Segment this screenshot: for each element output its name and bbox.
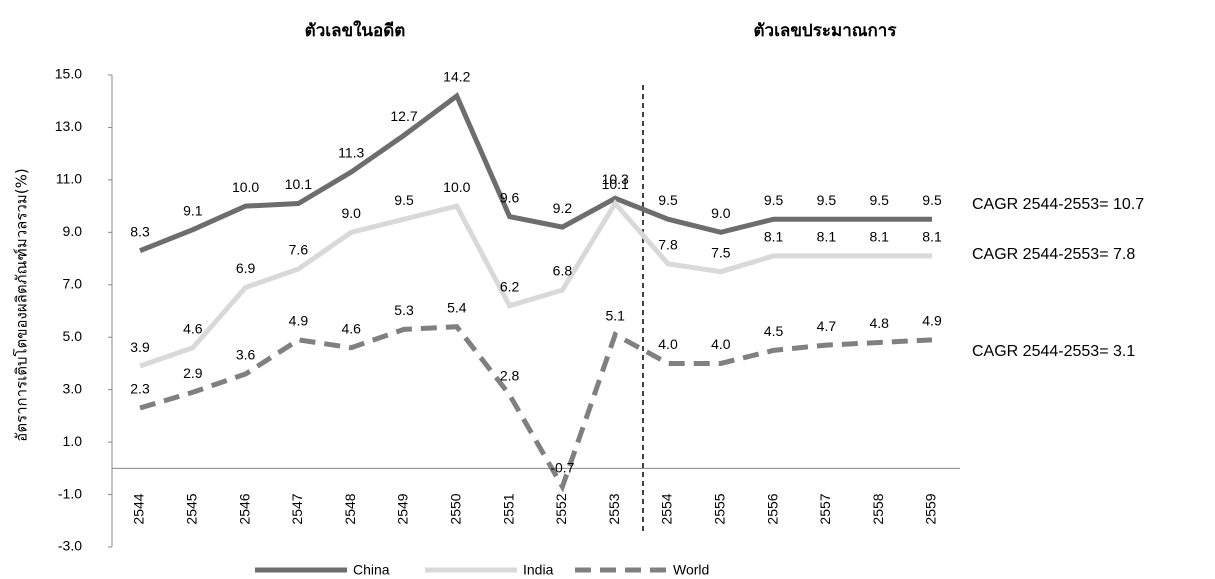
legend-label: China [353, 562, 390, 578]
x-tick-label: 2552 [553, 493, 569, 524]
x-tick-label: 2558 [870, 493, 886, 524]
data-label: 4.6 [341, 320, 361, 336]
data-label: 6.2 [500, 278, 520, 294]
data-label: 4.9 [289, 313, 309, 329]
series-line [139, 324, 933, 493]
data-label: 7.8 [658, 237, 678, 253]
data-label: 4.8 [869, 315, 889, 331]
data-label: 8.1 [764, 229, 784, 245]
data-label: 5.3 [394, 302, 414, 318]
data-label: 4.6 [183, 320, 203, 336]
data-label: 4.7 [817, 318, 837, 334]
data-label: 9.5 [869, 192, 889, 208]
x-tick-label: 2550 [448, 493, 464, 524]
data-label: 10.1 [285, 176, 312, 192]
data-label: 12.7 [390, 108, 417, 124]
data-label: 9.5 [817, 192, 837, 208]
series-line [139, 92, 932, 254]
data-label: 9.5 [394, 192, 414, 208]
x-tick-label: 2547 [289, 493, 305, 524]
data-label: 9.1 [183, 202, 203, 218]
y-tick-label: 15.0 [55, 66, 82, 82]
series-line [139, 199, 932, 369]
data-label: -0.7 [550, 459, 574, 475]
data-label: 9.5 [764, 192, 784, 208]
data-label: 10.0 [443, 179, 470, 195]
annotation: CAGR 2544-2553= 7.8 [972, 246, 1135, 263]
data-label: 9.2 [553, 200, 573, 216]
annotation: CAGR 2544-2553= 10.7 [972, 196, 1144, 213]
data-label: 9.6 [500, 189, 520, 205]
data-label: 11.3 [338, 145, 364, 161]
data-label: 2.8 [500, 368, 520, 384]
data-label: 14.2 [443, 69, 470, 85]
y-tick-label: -3.0 [58, 538, 82, 554]
data-label: 2.3 [130, 381, 150, 397]
data-label: 8.1 [869, 229, 889, 245]
data-label: 3.9 [130, 339, 150, 355]
x-tick-label: 2559 [923, 493, 939, 524]
x-tick-label: 2545 [184, 493, 200, 524]
y-tick-label: 11.0 [56, 171, 82, 187]
x-tick-label: 2553 [606, 493, 622, 524]
annotation: ตัวเลขประมาณการ [754, 21, 898, 41]
data-label: 2.9 [183, 365, 203, 381]
x-tick-label: 2556 [764, 493, 780, 524]
y-tick-label: 1.0 [63, 433, 83, 449]
data-label: 10.0 [232, 179, 259, 195]
x-tick-label: 2549 [395, 493, 411, 524]
data-label: 8.1 [817, 229, 837, 245]
x-tick-label: 2546 [236, 493, 252, 524]
x-tick-label: 2557 [817, 493, 833, 524]
data-label: 9.0 [711, 205, 731, 221]
data-label: 8.1 [922, 229, 942, 245]
y-tick-label: 13.0 [55, 118, 82, 134]
data-label: 10.3 [602, 171, 629, 187]
data-label: 4.9 [922, 313, 942, 329]
y-axis-label: อัตราการเติบโตของผลิตภัณฑ์มวลรวม(%) [13, 168, 31, 441]
data-label: 5.1 [605, 307, 625, 323]
data-label: 9.0 [341, 205, 361, 221]
data-label: 6.9 [236, 260, 256, 276]
data-label: 7.6 [289, 242, 309, 258]
y-tick-label: 7.0 [63, 275, 83, 291]
legend-label: India [523, 562, 554, 578]
annotation: ตัวเลขในอดีต [305, 20, 406, 41]
data-label: 4.5 [764, 323, 784, 339]
x-tick-label: 2544 [131, 493, 147, 524]
annotation: CAGR 2544-2553= 3.1 [972, 343, 1135, 360]
data-label: 4.0 [658, 336, 678, 352]
data-label: 9.5 [922, 192, 942, 208]
data-label: 6.8 [553, 263, 573, 279]
x-tick-label: 2548 [342, 493, 358, 524]
data-label: 9.5 [658, 192, 678, 208]
y-tick-label: 5.0 [63, 328, 83, 344]
y-tick-label: -1.0 [58, 485, 82, 501]
x-tick-label: 2554 [659, 493, 675, 524]
data-label: 8.3 [130, 223, 150, 239]
y-tick-label: 9.0 [63, 223, 83, 239]
data-label: 5.4 [447, 299, 467, 315]
data-label: 4.0 [711, 336, 731, 352]
legend-label: World [673, 562, 709, 578]
data-label: 3.6 [236, 347, 256, 363]
x-tick-label: 2555 [712, 493, 728, 524]
x-tick-label: 2551 [500, 493, 516, 524]
y-tick-label: 3.0 [63, 380, 83, 396]
data-label: 7.5 [711, 244, 731, 260]
data-label: 10.1 [602, 176, 629, 192]
